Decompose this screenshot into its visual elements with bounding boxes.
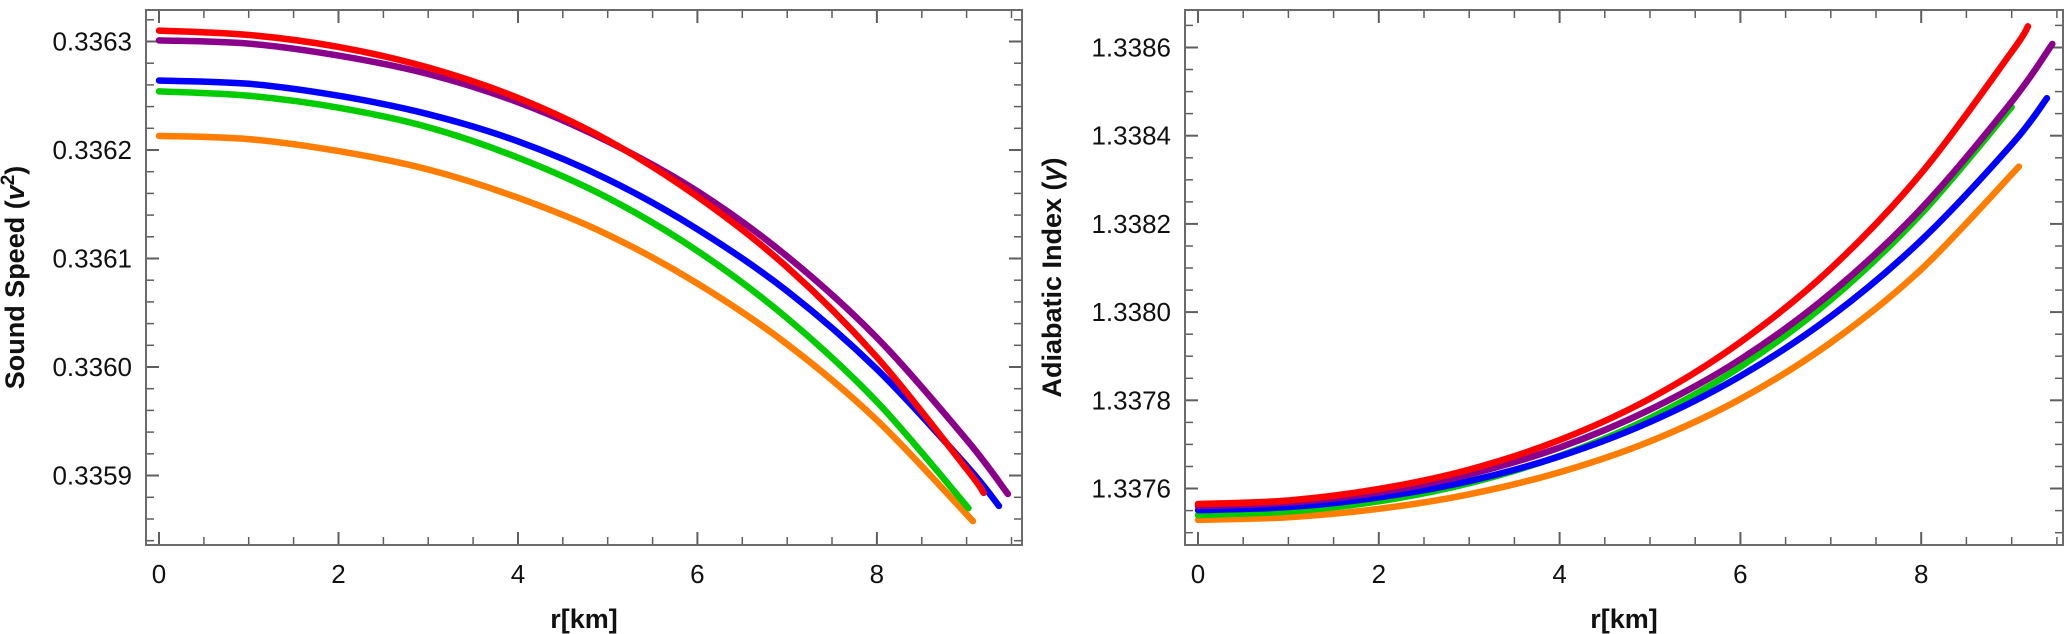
y-tick-label: 1.3382 — [1091, 209, 1171, 239]
sound-speed-plot: 0 2 4 6 8 0.3359 0.3360 0.3361 0.3362 0.3363 r[km]… — [0, 9, 1023, 634]
series-purple-curve — [1194, 40, 2056, 510]
y-tick-label: 1.3386 — [1091, 33, 1171, 63]
x-tick-label: 0 — [152, 559, 166, 589]
x-axis-label: r[km] — [550, 604, 618, 634]
series-green-curve — [1194, 103, 2015, 519]
tick-labels: 0 2 4 6 8 1.3376 1.3378 1.3380 1.3382 1.3384 1.338… — [1091, 33, 1928, 590]
series-group — [155, 27, 1012, 525]
tick-labels: 0 2 4 6 8 0.3359 0.3360 0.3361 0.3362 0.3363 — [52, 27, 884, 590]
y-axis-label: Adiabatic Index (γ) — [1037, 157, 1067, 397]
y-tick-label: 1.3380 — [1091, 297, 1171, 327]
plot-frame — [1184, 9, 2064, 546]
y-tick-label: 1.3384 — [1091, 121, 1171, 151]
series-orange-curve — [1194, 163, 2023, 524]
x-tick-label: 0 — [1191, 559, 1205, 589]
y-tick-label: 0.3359 — [52, 461, 132, 491]
x-tick-label: 2 — [331, 559, 345, 589]
x-tick-label: 6 — [1733, 559, 1747, 589]
series-blue-curve — [155, 77, 1003, 510]
y-tick-label: 0.3361 — [52, 244, 132, 274]
sound-speed-chart: 0 2 4 6 8 0.3359 0.3360 0.3361 0.3362 0.3363 r[km]… — [0, 9, 1023, 634]
axes-ticks — [146, 10, 1022, 545]
series-green-curve — [155, 88, 972, 512]
x-tick-label: 4 — [1552, 559, 1566, 589]
y-tick-label: 0.3362 — [52, 135, 132, 165]
x-axis-label: r[km] — [1590, 604, 1658, 634]
x-tick-label: 4 — [511, 559, 525, 589]
axes-ticks — [1185, 10, 2063, 545]
y-tick-label: 1.3378 — [1091, 385, 1171, 415]
y-axis-label: Sound Speed (v2) — [0, 166, 30, 390]
plot-frame — [145, 9, 1023, 546]
adiabatic-index-chart: 0 2 4 6 8 1.3376 1.3378 1.3380 1.3382 1.3384 1.338… — [1037, 9, 2064, 634]
x-tick-label: 8 — [870, 559, 884, 589]
x-tick-label: 8 — [1914, 559, 1928, 589]
series-blue-curve — [1194, 94, 2051, 514]
adiabatic-index-plot: 0 2 4 6 8 1.3376 1.3378 1.3380 1.3382 1.3384 1.338… — [1035, 0, 2070, 634]
x-tick-label: 2 — [1372, 559, 1386, 589]
x-tick-label: 6 — [690, 559, 704, 589]
series-group — [1194, 23, 2056, 524]
y-tick-label: 0.3360 — [52, 352, 132, 382]
y-tick-label: 1.3376 — [1091, 474, 1171, 504]
series-red-curve — [155, 27, 987, 497]
series-red-curve — [1194, 23, 2032, 508]
series-orange-curve — [155, 132, 977, 525]
y-tick-label: 0.3363 — [52, 27, 132, 57]
